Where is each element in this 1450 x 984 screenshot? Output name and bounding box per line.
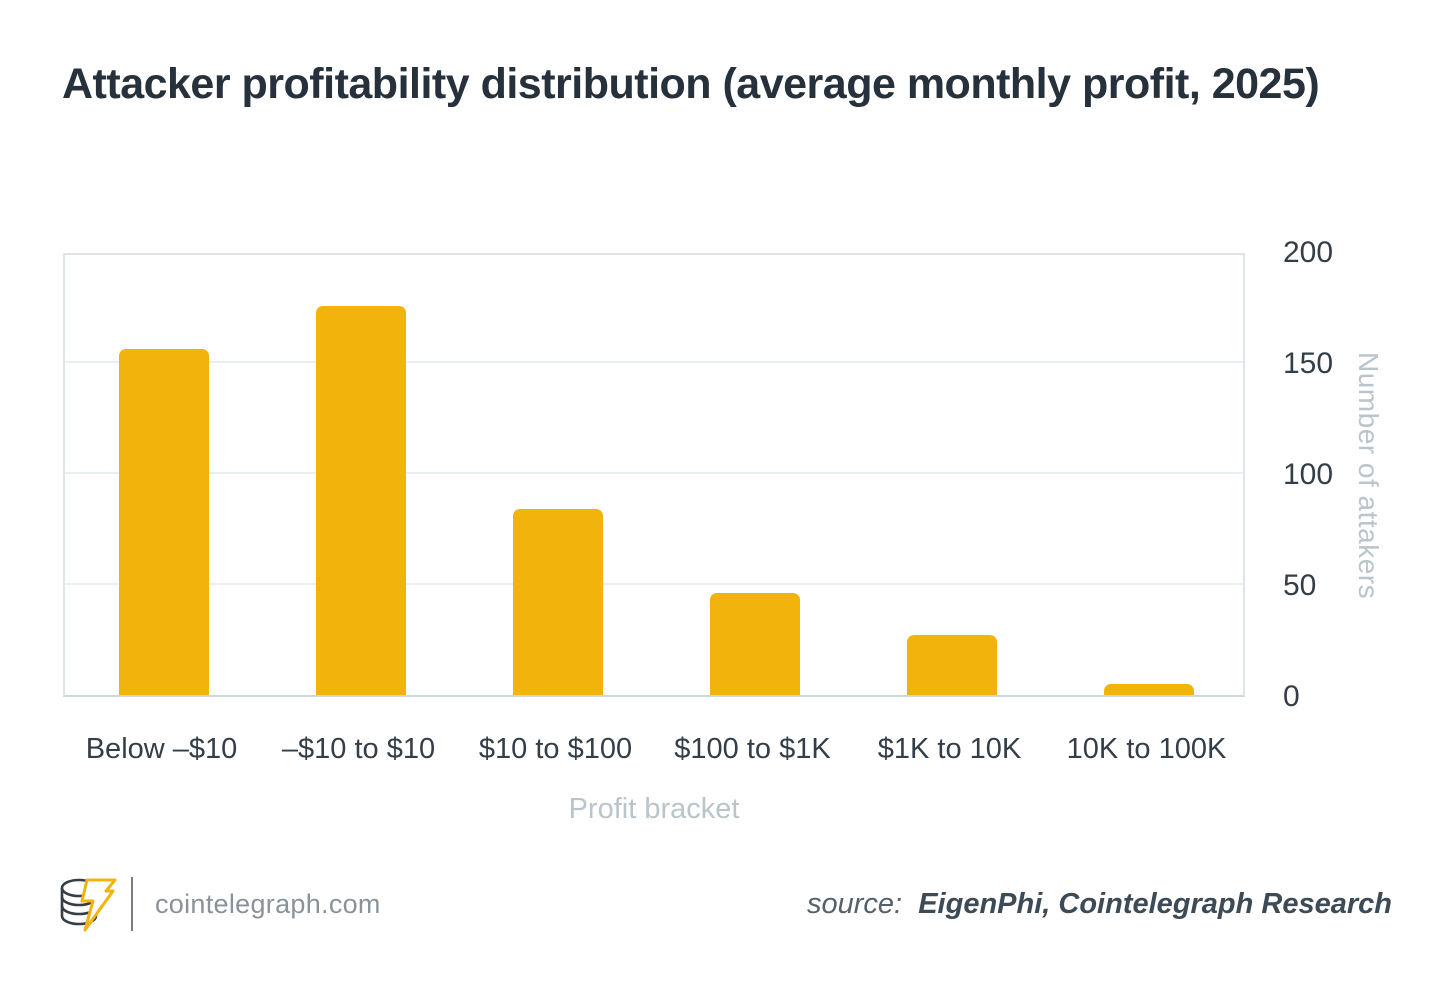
gridline-150 — [65, 361, 1243, 363]
bar-$10 to $100 — [512, 509, 603, 695]
y-tick-label-0: 0 — [1283, 680, 1300, 713]
gridline-100 — [65, 472, 1243, 474]
y-axis-title: Number of attakers — [1353, 352, 1384, 600]
source-value: EigenPhi, Cointelegraph Research — [918, 888, 1392, 920]
footer-source: source: EigenPhi, Cointelegraph Research — [807, 888, 1392, 921]
footer-divider — [131, 877, 133, 931]
gridline-50 — [65, 583, 1243, 585]
y-tick-label-100: 100 — [1283, 458, 1334, 491]
x-tick-label: –$10 to $10 — [281, 733, 436, 765]
cointelegraph-logo-icon — [60, 878, 117, 932]
x-tick-label: $10 to $100 — [478, 733, 633, 765]
bar-10K to 100K — [1103, 684, 1194, 695]
footer-branding: cointelegraph.com — [55, 872, 381, 936]
bar-$1K to 10K — [906, 635, 997, 695]
x-axis-title: Profit bracket — [568, 793, 740, 825]
bar-–$10 to $10 — [315, 306, 406, 695]
bar-Below –$10 — [118, 349, 209, 695]
x-tick-label: Below –$10 — [85, 733, 238, 765]
x-tick-label: $1K to 10K — [877, 733, 1022, 765]
y-tick-label-200: 200 — [1283, 236, 1334, 269]
footer-site-text: cointelegraph.com — [155, 888, 381, 919]
source-label: source: — [806, 888, 903, 920]
chart-title: Attacker profitability distribution (ave… — [62, 60, 1320, 108]
x-tick-label: 10K to 100K — [1066, 733, 1227, 765]
y-tick-label-50: 50 — [1283, 569, 1317, 602]
x-tick-label: $100 to $1K — [674, 733, 831, 765]
bar-$100 to $1K — [709, 593, 800, 695]
y-tick-label-150: 150 — [1283, 347, 1334, 380]
plot-area — [63, 253, 1245, 697]
